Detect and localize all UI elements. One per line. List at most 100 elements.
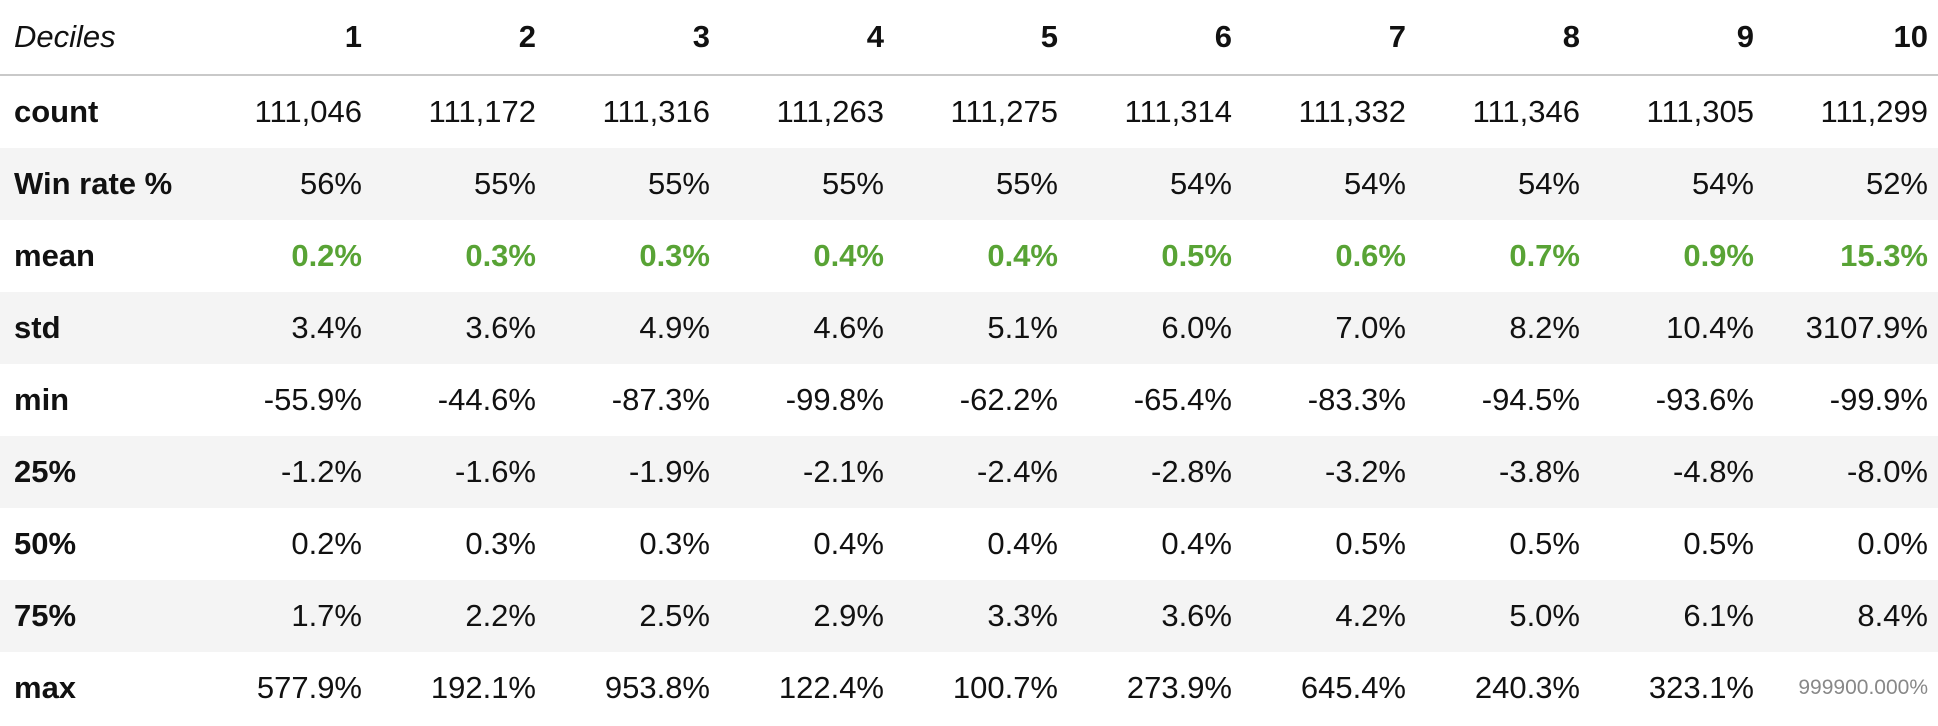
table-cell: -83.3% xyxy=(1307,382,1406,417)
table-cell: 6.1% xyxy=(1590,580,1764,652)
table-cell: 0.3% xyxy=(465,238,536,273)
table-cell: 0.4% xyxy=(813,238,884,273)
table-cell: 3.6% xyxy=(1068,580,1242,652)
table-cell: 999900.000% xyxy=(1798,676,1928,699)
table-cell: -93.6% xyxy=(1655,382,1754,417)
table-row: count 111,046 111,172 111,316 111,263 111,275… xyxy=(0,75,1938,148)
table-cell: 111,275 xyxy=(950,94,1058,129)
table-cell: 0.9% xyxy=(1683,238,1754,273)
table-cell: 111,172 xyxy=(428,94,536,129)
table-cell: 15.3% xyxy=(1840,238,1928,273)
table-cell: 8.2% xyxy=(1416,292,1590,364)
row-label: 50% xyxy=(14,526,77,561)
table-cell: -87.3% xyxy=(611,382,710,417)
table-cell: -1.6% xyxy=(372,436,546,508)
table-cell: 100.7% xyxy=(952,670,1058,705)
table-cell: 0.4% xyxy=(987,238,1058,273)
table-cell: 111,263 xyxy=(776,94,884,129)
table-cell: 111,299 xyxy=(1820,94,1928,129)
table-cell: 54% xyxy=(1590,148,1764,220)
table-cell: 111,332 xyxy=(1298,94,1406,129)
table-cell: -44.6% xyxy=(437,382,536,417)
table-cell: -2.8% xyxy=(1068,436,1242,508)
table-cell: 577.9% xyxy=(256,670,362,705)
table-cell: 0.5% xyxy=(1509,526,1580,561)
table-cell: 55% xyxy=(720,148,894,220)
table-cell: 56% xyxy=(198,148,372,220)
table-cell: -62.2% xyxy=(959,382,1058,417)
table-cell: -55.9% xyxy=(263,382,362,417)
table-cell: 52% xyxy=(1764,148,1938,220)
table-cell: 8.4% xyxy=(1764,580,1938,652)
table-row: max 577.9% 192.1% 953.8% 122.4% 100.7% 273.9% 6… xyxy=(0,652,1938,724)
column-header: 1 xyxy=(198,0,372,76)
table-row: 50% 0.2% 0.3% 0.3% 0.4% 0.4% 0.4% 0.5% 0.5% 0.5% 0… xyxy=(0,508,1938,580)
table-cell: 3.3% xyxy=(894,580,1068,652)
table-row: min -55.9% -44.6% -87.3% -99.8% -62.2% -65.4% -… xyxy=(0,364,1938,436)
table-cell: -2.4% xyxy=(894,436,1068,508)
table-cell: 2.2% xyxy=(372,580,546,652)
table-cell: 6.0% xyxy=(1068,292,1242,364)
table-cell: 111,316 xyxy=(602,94,710,129)
column-header: 10 xyxy=(1764,0,1938,76)
table-cell: 192.1% xyxy=(430,670,536,705)
header-row: Deciles 1 2 3 4 5 6 7 8 9 10 xyxy=(0,0,1938,76)
table-cell: 273.9% xyxy=(1126,670,1232,705)
row-label: max xyxy=(14,670,77,705)
table-cell: 1.7% xyxy=(198,580,372,652)
table-cell: 0.3% xyxy=(639,526,710,561)
table-cell: 4.2% xyxy=(1242,580,1416,652)
table-row: 25% -1.2% -1.6% -1.9% -2.1% -2.4% -2.8% -3.2% -3… xyxy=(0,436,1938,508)
table-cell: 7.0% xyxy=(1242,292,1416,364)
table-cell: 0.2% xyxy=(291,238,362,273)
table-cell: 122.4% xyxy=(778,670,884,705)
table-cell: 5.0% xyxy=(1416,580,1590,652)
column-header: 5 xyxy=(894,0,1068,76)
table-cell: 0.3% xyxy=(639,238,710,273)
column-header: 9 xyxy=(1590,0,1764,76)
table-row: mean 0.2% 0.3% 0.3% 0.4% 0.4% 0.5% 0.6% 0.7% 0.9%… xyxy=(0,220,1938,292)
table-cell: 111,046 xyxy=(254,94,362,129)
table-cell: 5.1% xyxy=(894,292,1068,364)
table-cell: 0.4% xyxy=(1161,526,1232,561)
table-cell: 0.2% xyxy=(291,526,362,561)
table-cell: -3.2% xyxy=(1242,436,1416,508)
column-header: 7 xyxy=(1242,0,1416,76)
column-header: 4 xyxy=(720,0,894,76)
table-cell: 4.6% xyxy=(720,292,894,364)
column-header: 6 xyxy=(1068,0,1242,76)
table-cell: 111,314 xyxy=(1124,94,1232,129)
table-cell: 0.4% xyxy=(987,526,1058,561)
table-cell: -3.8% xyxy=(1416,436,1590,508)
table-cell: -1.9% xyxy=(546,436,720,508)
table-row: 75% 1.7% 2.2% 2.5% 2.9% 3.3% 3.6% 4.2% 5.0% 6.1% 8… xyxy=(0,580,1938,652)
table-cell: 0.5% xyxy=(1683,526,1754,561)
table-cell: 3.6% xyxy=(372,292,546,364)
table-row: Win rate % 56% 55% 55% 55% 55% 54% 54% 54% 54% 52% xyxy=(0,148,1938,220)
table-cell: -94.5% xyxy=(1481,382,1580,417)
table-cell: -99.9% xyxy=(1829,382,1928,417)
table-cell: 953.8% xyxy=(604,670,710,705)
table-cell: 0.5% xyxy=(1335,526,1406,561)
table-cell: 0.5% xyxy=(1161,238,1232,273)
table-cell: 55% xyxy=(546,148,720,220)
table-cell: 111,305 xyxy=(1646,94,1754,129)
table-cell: -2.1% xyxy=(720,436,894,508)
table-cell: 0.6% xyxy=(1335,238,1406,273)
row-label: std xyxy=(0,292,198,364)
table-cell: 0.7% xyxy=(1509,238,1580,273)
table-cell: 0.4% xyxy=(813,526,884,561)
row-label: count xyxy=(14,94,99,129)
table-cell: 54% xyxy=(1416,148,1590,220)
table-cell: 54% xyxy=(1068,148,1242,220)
table-cell: 2.9% xyxy=(720,580,894,652)
table-cell: 645.4% xyxy=(1300,670,1406,705)
table-cell: 323.1% xyxy=(1648,670,1754,705)
row-label: 25% xyxy=(0,436,198,508)
row-label: 75% xyxy=(0,580,198,652)
table-cell: 4.9% xyxy=(546,292,720,364)
table-cell: 3.4% xyxy=(198,292,372,364)
table-cell: -8.0% xyxy=(1764,436,1938,508)
table-cell: 55% xyxy=(894,148,1068,220)
